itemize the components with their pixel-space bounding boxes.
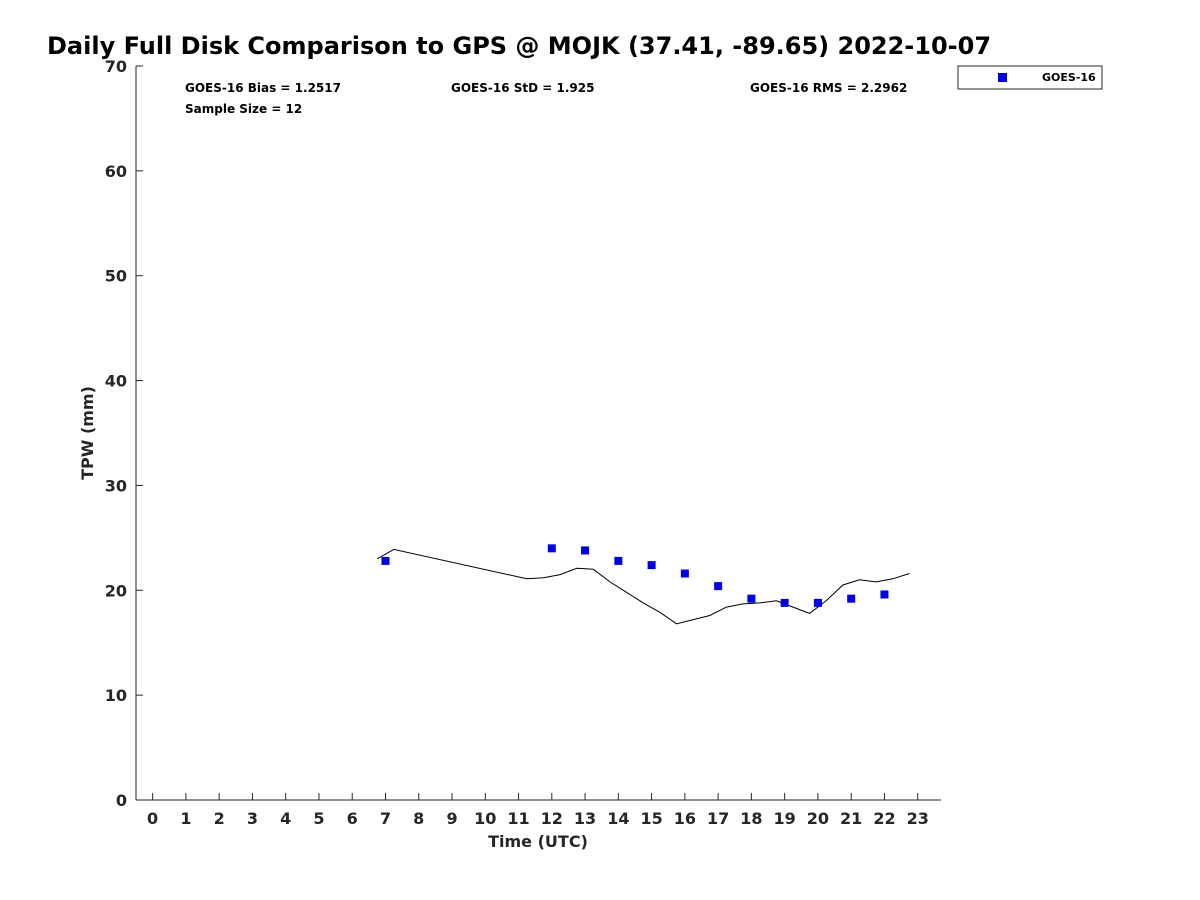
y-axis-label: TPW (mm) bbox=[78, 386, 97, 480]
x-tick-label-22: 22 bbox=[873, 809, 895, 828]
goes-16-point-22 bbox=[880, 590, 889, 599]
x-tick-label-23: 23 bbox=[907, 809, 929, 828]
x-tick-label-20: 20 bbox=[807, 809, 829, 828]
sample-size-stat: Sample Size = 12 bbox=[185, 102, 302, 116]
legend-marker-goes-16 bbox=[998, 73, 1007, 82]
y-tick-label-60: 60 bbox=[105, 162, 127, 181]
x-tick-label-11: 11 bbox=[507, 809, 529, 828]
y-ticks: 0 10 20 30 40 50 60 70 bbox=[105, 57, 143, 810]
goes-16-point-20 bbox=[813, 598, 822, 607]
bias-stat: GOES-16 Bias = 1.2517 bbox=[185, 81, 341, 95]
legend: GOES-16 bbox=[957, 65, 1103, 90]
goes-16-point-16 bbox=[680, 569, 689, 578]
x-tick-label-2: 2 bbox=[214, 809, 225, 828]
x-tick-label-21: 21 bbox=[840, 809, 862, 828]
x-tick-label-19: 19 bbox=[774, 809, 796, 828]
goes-16-point-21 bbox=[847, 594, 856, 603]
x-tick-label-8: 8 bbox=[413, 809, 424, 828]
goes-16-point-15 bbox=[647, 561, 656, 570]
x-tick-label-1: 1 bbox=[180, 809, 191, 828]
y-tick-label-0: 0 bbox=[116, 791, 127, 810]
goes-16-point-18 bbox=[747, 594, 756, 603]
x-tick-label-14: 14 bbox=[607, 809, 629, 828]
x-tick-label-16: 16 bbox=[674, 809, 696, 828]
x-tick-label-18: 18 bbox=[740, 809, 762, 828]
goes-16-point-7 bbox=[381, 556, 390, 565]
x-tick-label-6: 6 bbox=[347, 809, 358, 828]
chart-title: Daily Full Disk Comparison to GPS @ MOJK… bbox=[47, 32, 991, 60]
x-tick-label-3: 3 bbox=[247, 809, 258, 828]
goes-16-point-19 bbox=[780, 598, 789, 607]
stats-block: GOES-16 Bias = 1.2517 GOES-16 StD = 1.92… bbox=[185, 81, 907, 116]
x-tick-label-13: 13 bbox=[574, 809, 596, 828]
y-tick-label-30: 30 bbox=[105, 476, 127, 495]
x-tick-label-5: 5 bbox=[313, 809, 324, 828]
rms-stat: GOES-16 RMS = 2.2962 bbox=[750, 81, 907, 95]
y-tick-label-10: 10 bbox=[105, 686, 127, 705]
legend-box bbox=[957, 65, 1103, 90]
x-tick-label-15: 15 bbox=[640, 809, 662, 828]
goes-16-point-12 bbox=[547, 544, 556, 553]
x-axis-label: Time (UTC) bbox=[488, 832, 588, 851]
y-tick-label-40: 40 bbox=[105, 372, 127, 391]
x-tick-label-4: 4 bbox=[280, 809, 291, 828]
x-tick-label-0: 0 bbox=[147, 809, 158, 828]
x-tick-label-10: 10 bbox=[474, 809, 496, 828]
legend-label-goes-16: GOES-16 bbox=[1042, 71, 1096, 84]
std-stat: GOES-16 StD = 1.925 bbox=[451, 81, 594, 95]
y-tick-label-50: 50 bbox=[105, 267, 127, 286]
axes bbox=[135, 66, 941, 801]
x-tick-label-17: 17 bbox=[707, 809, 729, 828]
y-tick-label-20: 20 bbox=[105, 581, 127, 600]
x-ticks: 0 1 2 3 4 5 6 7 8 9 10 11 12 13 14 15 16 17 18 19 20 21 22 23 bbox=[147, 793, 929, 828]
gps-series bbox=[376, 548, 910, 625]
goes-16-point-17 bbox=[714, 582, 723, 591]
x-tick-label-12: 12 bbox=[541, 809, 563, 828]
x-tick-label-7: 7 bbox=[380, 809, 391, 828]
goes-16-series bbox=[381, 544, 889, 607]
x-tick-label-9: 9 bbox=[446, 809, 457, 828]
goes-16-point-13 bbox=[581, 546, 590, 555]
y-tick-label-70: 70 bbox=[105, 57, 127, 76]
gps-line bbox=[376, 548, 910, 625]
goes-16-point-14 bbox=[614, 556, 623, 565]
